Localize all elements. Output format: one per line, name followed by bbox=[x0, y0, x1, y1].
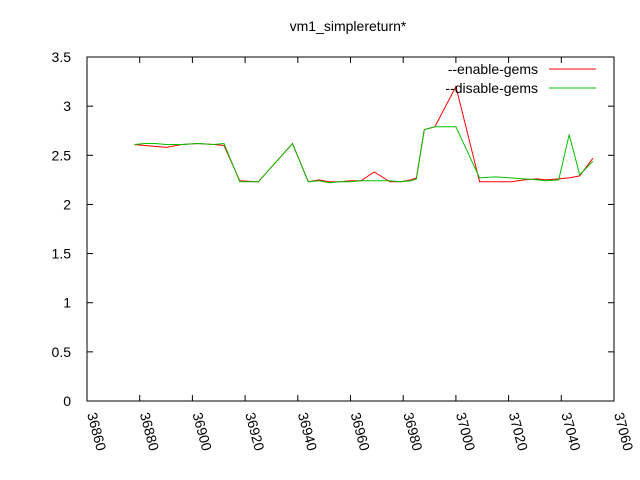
y-tick-label: 3 bbox=[63, 98, 71, 114]
x-tick-label: 36880 bbox=[137, 411, 163, 453]
x-tick-label: 37000 bbox=[453, 411, 479, 453]
x-tick-label: 37020 bbox=[506, 411, 532, 453]
y-tick-label: 2 bbox=[63, 196, 71, 212]
x-tick-label: 36920 bbox=[242, 411, 268, 453]
y-axis: 0 0.5 1 1.5 2 2.5 3 3.5 bbox=[52, 49, 614, 409]
x-tick-label: 36980 bbox=[400, 411, 426, 453]
x-tick-label: 37040 bbox=[558, 411, 584, 453]
x-tick-label: 36960 bbox=[348, 411, 374, 453]
series-line-0 bbox=[134, 85, 594, 183]
y-tick-label: 1 bbox=[63, 295, 71, 311]
x-axis: 36860 36880 36900 36920 36940 36960 36980 37000… bbox=[84, 57, 637, 453]
legend-label: --enable-gems bbox=[448, 61, 538, 77]
y-tick-label: 0.5 bbox=[52, 344, 72, 360]
plot-area-frame bbox=[86, 56, 615, 402]
legend-label: --disable-gems bbox=[445, 80, 538, 96]
legend: --enable-gems --disable-gems bbox=[445, 61, 596, 96]
y-tick-label: 3.5 bbox=[52, 49, 72, 65]
series-line-1 bbox=[134, 126, 594, 184]
y-tick-label: 0 bbox=[63, 393, 71, 409]
x-tick-label: 36940 bbox=[295, 411, 321, 453]
x-tick-label: 36860 bbox=[84, 411, 110, 453]
y-tick-label: 1.5 bbox=[52, 246, 72, 262]
chart-title: vm1_simplereturn* bbox=[290, 18, 407, 34]
x-tick-label: 36900 bbox=[190, 411, 216, 453]
series-layer bbox=[134, 85, 594, 184]
x-tick-label: 37060 bbox=[611, 411, 637, 453]
y-tick-label: 2.5 bbox=[52, 147, 72, 163]
